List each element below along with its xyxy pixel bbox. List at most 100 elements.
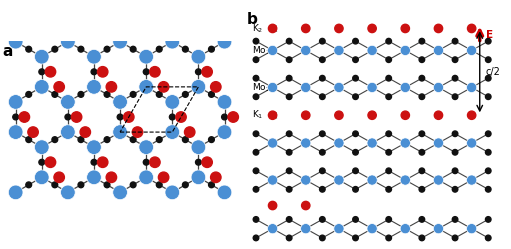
Circle shape <box>8 185 23 200</box>
Circle shape <box>353 168 358 174</box>
Circle shape <box>485 94 491 100</box>
Circle shape <box>319 235 325 241</box>
Circle shape <box>139 49 153 64</box>
Circle shape <box>182 182 188 188</box>
Circle shape <box>386 217 391 222</box>
Circle shape <box>386 149 391 155</box>
Circle shape <box>467 224 477 234</box>
Circle shape <box>419 217 425 222</box>
Circle shape <box>485 235 491 241</box>
Circle shape <box>301 24 310 33</box>
Circle shape <box>156 46 162 52</box>
Circle shape <box>104 46 110 52</box>
Circle shape <box>156 92 162 97</box>
Circle shape <box>419 38 425 44</box>
Circle shape <box>130 182 136 188</box>
Circle shape <box>150 157 160 167</box>
Circle shape <box>8 125 23 139</box>
Circle shape <box>367 224 377 234</box>
Circle shape <box>419 75 425 81</box>
Circle shape <box>72 112 82 122</box>
Circle shape <box>208 137 214 142</box>
Circle shape <box>353 75 358 81</box>
Circle shape <box>139 170 153 185</box>
Circle shape <box>19 112 30 122</box>
Circle shape <box>39 69 44 75</box>
Circle shape <box>300 82 311 93</box>
Circle shape <box>419 131 425 136</box>
Circle shape <box>468 111 476 120</box>
Circle shape <box>130 137 136 142</box>
Circle shape <box>34 140 49 154</box>
Circle shape <box>106 172 117 183</box>
Circle shape <box>253 57 259 62</box>
Circle shape <box>386 75 391 81</box>
Circle shape <box>353 131 358 136</box>
Text: c/2: c/2 <box>485 67 500 77</box>
Circle shape <box>467 175 477 185</box>
Circle shape <box>196 69 201 75</box>
Circle shape <box>222 114 227 120</box>
Circle shape <box>13 114 18 120</box>
Circle shape <box>419 149 425 155</box>
Circle shape <box>191 80 206 94</box>
Circle shape <box>319 187 325 192</box>
Circle shape <box>165 125 179 139</box>
Circle shape <box>208 182 214 188</box>
Circle shape <box>367 82 377 93</box>
Circle shape <box>104 92 110 97</box>
Circle shape <box>202 66 213 77</box>
Circle shape <box>143 69 149 75</box>
Circle shape <box>176 112 186 122</box>
Circle shape <box>267 224 277 234</box>
Circle shape <box>452 149 458 155</box>
Circle shape <box>113 34 127 49</box>
Circle shape <box>268 24 277 33</box>
Circle shape <box>104 182 110 188</box>
Text: a: a <box>3 44 13 59</box>
Circle shape <box>286 38 292 44</box>
Circle shape <box>434 24 443 33</box>
Circle shape <box>113 185 127 200</box>
Circle shape <box>286 75 292 81</box>
Circle shape <box>400 224 410 234</box>
Circle shape <box>61 34 75 49</box>
Circle shape <box>158 82 169 92</box>
Circle shape <box>334 138 344 148</box>
Circle shape <box>452 57 458 62</box>
Circle shape <box>26 137 32 142</box>
Circle shape <box>367 45 377 56</box>
Circle shape <box>286 168 292 174</box>
Circle shape <box>34 170 49 185</box>
Circle shape <box>156 137 162 142</box>
Circle shape <box>191 49 206 64</box>
Circle shape <box>217 95 232 109</box>
Circle shape <box>419 235 425 241</box>
Circle shape <box>452 187 458 192</box>
Circle shape <box>52 92 58 97</box>
Circle shape <box>253 149 259 155</box>
Circle shape <box>353 94 358 100</box>
Circle shape <box>253 217 259 222</box>
Circle shape <box>132 127 143 137</box>
Circle shape <box>130 92 136 97</box>
Circle shape <box>65 114 71 120</box>
Circle shape <box>165 95 179 109</box>
Circle shape <box>268 111 277 120</box>
Circle shape <box>433 45 444 56</box>
Circle shape <box>34 49 49 64</box>
Circle shape <box>334 45 344 56</box>
Circle shape <box>419 187 425 192</box>
Circle shape <box>400 175 410 185</box>
Circle shape <box>419 57 425 62</box>
Circle shape <box>335 111 343 120</box>
Circle shape <box>400 82 410 93</box>
Circle shape <box>182 137 188 142</box>
Circle shape <box>400 138 410 148</box>
Circle shape <box>78 46 84 52</box>
Circle shape <box>150 66 160 77</box>
Circle shape <box>467 138 477 148</box>
Circle shape <box>61 185 75 200</box>
Circle shape <box>117 114 123 120</box>
Circle shape <box>485 131 491 136</box>
